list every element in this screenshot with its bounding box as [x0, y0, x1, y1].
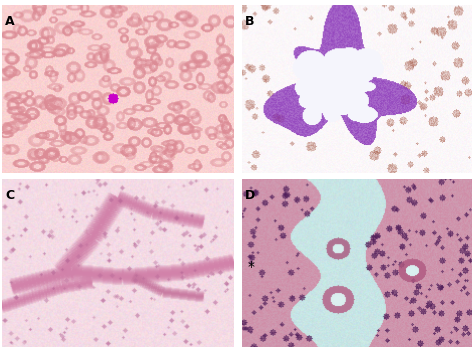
Text: A: A — [5, 15, 15, 28]
Text: D: D — [245, 189, 255, 202]
Text: C: C — [5, 189, 15, 202]
Text: *: * — [247, 260, 254, 274]
Text: B: B — [245, 15, 254, 28]
